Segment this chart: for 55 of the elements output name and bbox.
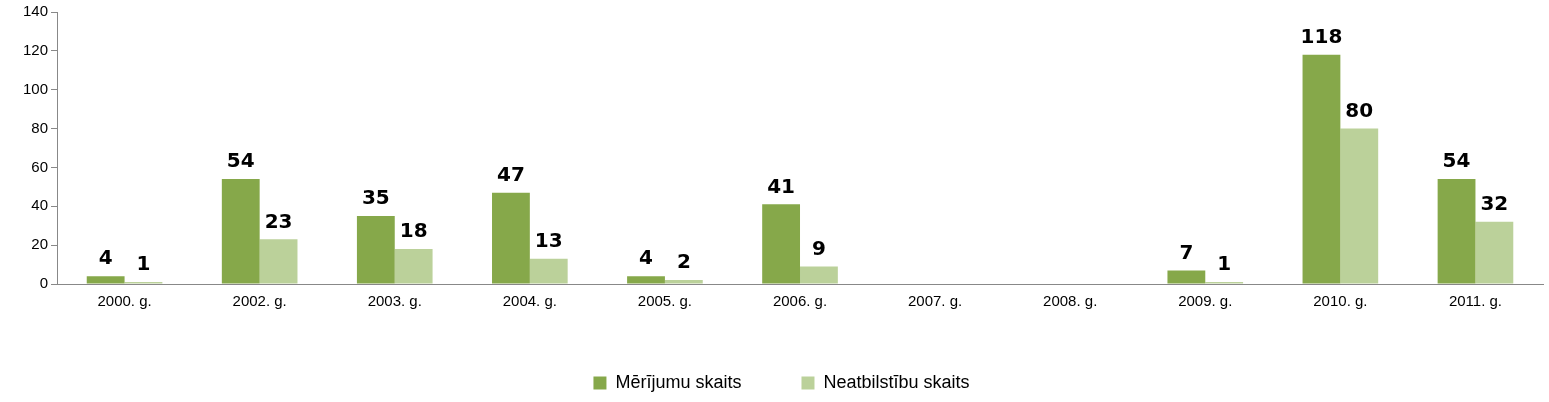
data-label: 118 xyxy=(1300,23,1343,48)
x-tick-label: 2008. g. xyxy=(1043,292,1098,310)
bar xyxy=(394,249,433,284)
x-tick-label: 2000. g. xyxy=(97,292,152,310)
y-tick-label: 120 xyxy=(23,41,49,58)
x-tick-label: 2006. g. xyxy=(772,292,828,310)
bar xyxy=(86,276,125,284)
data-label: 35 xyxy=(361,185,390,210)
data-label: 1 xyxy=(136,251,151,276)
data-label: 18 xyxy=(399,218,428,243)
data-label: 32 xyxy=(1480,191,1509,216)
bar xyxy=(492,192,530,284)
x-tick-label: 2007. g. xyxy=(907,292,963,310)
bar xyxy=(1437,179,1476,284)
bar xyxy=(1302,54,1341,284)
data-label: 54 xyxy=(1442,148,1471,173)
x-tick-label: 2009. g. xyxy=(1178,292,1233,310)
legend-label: Neatbilstību skaits xyxy=(823,371,970,392)
x-tick-label: 2002. g. xyxy=(232,292,287,310)
data-label: 47 xyxy=(497,161,525,186)
x-tick-label: 2004. g. xyxy=(502,292,557,310)
data-label: 2 xyxy=(676,249,691,274)
legend-label: Mērījumu skaits xyxy=(615,371,742,392)
data-label: 9 xyxy=(811,235,826,260)
y-tick-label: 20 xyxy=(31,235,49,253)
bar xyxy=(1167,270,1206,284)
y-tick-label: 80 xyxy=(31,118,49,136)
y-tick-label: 40 xyxy=(31,196,49,214)
bar xyxy=(1340,128,1379,284)
y-tick-label: 0 xyxy=(39,274,49,292)
bar xyxy=(259,239,298,284)
y-tick-label: 140 xyxy=(23,2,49,20)
bar xyxy=(221,179,260,284)
bar xyxy=(529,258,568,284)
data-label: 23 xyxy=(264,208,293,233)
bar xyxy=(1475,221,1514,284)
x-tick-label: 2005. g. xyxy=(637,292,693,310)
data-label: 4 xyxy=(98,245,113,270)
x-tick-label: 2003. g. xyxy=(367,292,422,310)
data-label: 4 xyxy=(639,245,653,270)
data-label: 13 xyxy=(534,227,563,252)
bar xyxy=(664,280,703,284)
x-tick-label: 2010. g. xyxy=(1313,292,1368,310)
y-tick-label: 100 xyxy=(23,79,49,97)
data-label: 1 xyxy=(1217,251,1232,276)
y-tick-label: 60 xyxy=(31,157,49,175)
data-label: 41 xyxy=(767,173,796,198)
data-label: 54 xyxy=(226,148,255,173)
bar xyxy=(627,276,665,284)
data-label: 7 xyxy=(1179,239,1194,264)
bar xyxy=(800,266,838,284)
bar xyxy=(356,216,395,284)
x-tick-label: 2011. g. xyxy=(1448,292,1503,310)
bar xyxy=(762,204,801,284)
data-label: 80 xyxy=(1345,97,1374,122)
